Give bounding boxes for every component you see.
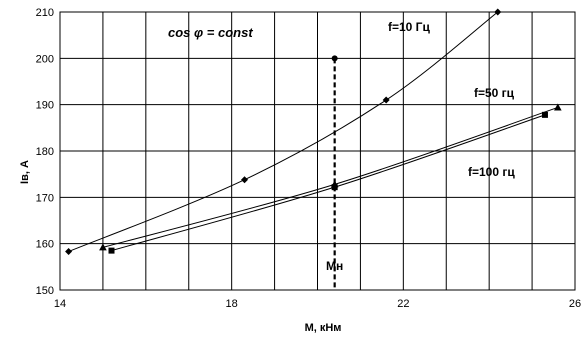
series-label-f100: f=100 гц: [468, 165, 515, 179]
condition-annotation: cos φ = const: [168, 25, 253, 40]
y-tick-label: 170: [36, 192, 54, 204]
data-point-square: [331, 184, 338, 191]
y-tick-labels: 150 160 170 180 190 200 210: [36, 7, 54, 297]
x-tick-label: 26: [569, 298, 581, 310]
y-tick-label: 210: [36, 7, 54, 19]
series-group: [65, 8, 562, 256]
data-point-diamond: [382, 96, 390, 104]
y-tick-label: 160: [36, 239, 54, 251]
data-point-square: [108, 247, 115, 254]
y-tick-label: 200: [36, 53, 54, 65]
data-point-square: [541, 111, 548, 118]
data-point-triangle: [554, 103, 562, 111]
series-3: [108, 111, 548, 254]
plot-area-frame: [59, 11, 576, 291]
series-1: [65, 8, 502, 256]
data-point-diamond: [241, 176, 249, 184]
series-label-f50: f=50 гц: [474, 86, 515, 100]
y-tick-label: 150: [36, 285, 54, 297]
x-tick-label: 14: [54, 298, 66, 310]
reference-line: [331, 55, 338, 290]
x-tick-label: 18: [226, 298, 238, 310]
y-axis-title: Iв, А: [19, 160, 31, 184]
x-tick-labels: 14 18 22 26: [54, 298, 581, 310]
data-point-diamond: [494, 8, 502, 16]
reference-top-marker: [331, 55, 338, 62]
data-point-diamond: [65, 248, 73, 256]
y-tick-label: 180: [36, 146, 54, 158]
mn-label: Мн: [326, 259, 343, 273]
y-tick-label: 190: [36, 100, 54, 112]
x-axis-title: M, кНм: [305, 322, 342, 334]
data-point-triangle: [99, 243, 107, 251]
x-tick-label: 22: [397, 298, 409, 310]
series-label-f10: f=10 Гц: [388, 20, 430, 34]
series-line: [68, 11, 499, 253]
